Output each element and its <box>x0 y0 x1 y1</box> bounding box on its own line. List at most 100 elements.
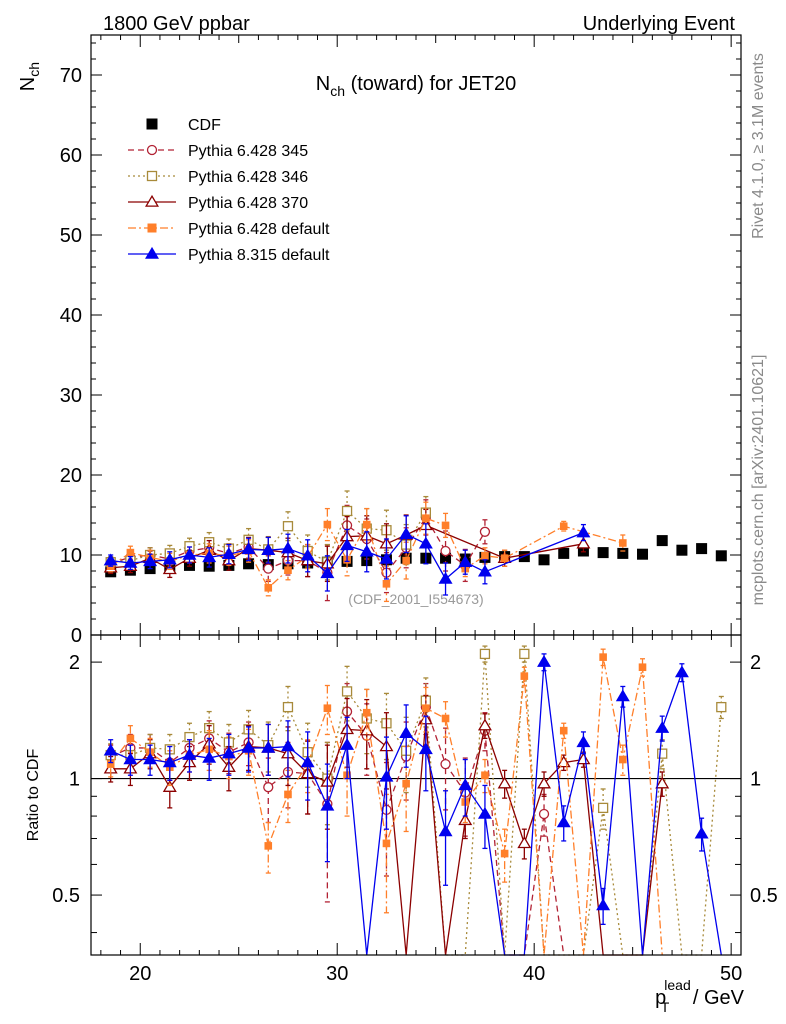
x-axis-label-rest: / GeV <box>687 987 744 1009</box>
ratio-point-py_default <box>441 714 450 723</box>
ratio-point-py346 <box>341 686 353 697</box>
ratio-y-tick-label: 1 <box>69 769 80 791</box>
ratio-point-py8 <box>320 798 335 811</box>
ratio-point-py_default <box>323 704 332 713</box>
legend-marker-py345 <box>146 144 158 156</box>
legend-item-py8: Pythia 8.315 default <box>128 246 330 264</box>
x-axis-label-sub: T <box>661 999 670 1015</box>
ratio-point-py8 <box>694 826 709 839</box>
ratio-y-tick-label-right: 1 <box>750 769 761 791</box>
main-point-py345 <box>440 545 451 557</box>
ratio-point-py_default <box>599 653 607 661</box>
ratio-point-py346 <box>657 748 668 759</box>
legend-marker-py8 <box>145 246 159 259</box>
ratio-line-py346 <box>110 653 722 956</box>
main-point-cdf <box>715 550 727 562</box>
main-point-py_default <box>362 520 371 529</box>
main-point-py_default <box>422 514 430 522</box>
ratio-point-py370 <box>497 776 512 789</box>
legend-item-py_default: Pythia 6.428 default <box>128 221 330 238</box>
ratio-point-py8 <box>418 742 433 755</box>
x-axis-label-main: p <box>655 987 666 1009</box>
ratio-y-tick-label-right: 2 <box>750 652 761 674</box>
ratio-point-py_default <box>481 771 489 780</box>
ratio-series-py8 <box>103 653 722 956</box>
main-point-cdf <box>243 558 255 570</box>
main-point-py8 <box>300 548 315 561</box>
ratio-point-py_default <box>402 779 410 788</box>
main-point-py345 <box>479 526 491 537</box>
ratio-point-py346 <box>597 802 609 814</box>
main-y-tick-label: 0 <box>71 625 82 647</box>
ratio-point-py8 <box>399 726 414 738</box>
ratio-point-py_default <box>106 760 115 768</box>
x-tick-label: 30 <box>326 963 348 985</box>
ratio-point-py8 <box>103 743 118 756</box>
ratio-point-py_default <box>126 734 135 743</box>
main-point-py8 <box>438 571 453 584</box>
ratio-point-py370 <box>517 836 532 849</box>
ratio-panel-axes: 0.5 0.5 1 1 2 2 20 30 40 50 <box>52 635 778 985</box>
main-point-py8 <box>399 527 414 539</box>
main-point-py_default <box>126 548 135 557</box>
main-point-py_default <box>559 522 568 530</box>
ratio-point-py8 <box>202 750 217 763</box>
ratio-point-py8 <box>340 738 355 750</box>
ratio-point-py346 <box>479 648 491 660</box>
main-point-cdf <box>440 552 452 564</box>
ratio-point-py8 <box>379 769 394 782</box>
main-panel-series <box>103 490 727 603</box>
ratio-point-py8 <box>241 740 256 753</box>
ratio-point-py345 <box>263 782 274 793</box>
main-point-py345 <box>263 563 274 574</box>
main-y-tick-label: 20 <box>60 465 82 487</box>
main-point-py_default <box>264 584 273 592</box>
main-point-py8 <box>241 542 256 555</box>
main-series-py345 <box>105 499 491 602</box>
legend-item-cdf: CDF <box>146 117 221 134</box>
legend-marker-py370 <box>145 194 159 207</box>
ratio-point-py8 <box>615 689 630 702</box>
main-point-cdf <box>538 554 550 566</box>
legend-label-py_default: Pythia 6.428 default <box>188 221 330 238</box>
ratio-point-py370 <box>576 752 591 765</box>
main-point-py346 <box>341 505 353 517</box>
main-point-cdf <box>696 543 708 555</box>
main-point-cdf <box>597 547 609 559</box>
main-point-py8 <box>418 536 433 549</box>
main-series-py8 <box>103 515 591 596</box>
ratio-point-py346 <box>716 701 727 713</box>
x-tick-label: 40 <box>523 963 545 985</box>
ratio-y-tick-label: 2 <box>69 652 80 674</box>
main-point-py8 <box>477 564 492 577</box>
header-analysis-label: Underlying Event <box>583 13 736 35</box>
legend-label-cdf: CDF <box>188 117 221 134</box>
ratio-point-py8 <box>162 755 177 768</box>
plot-title-main: N <box>316 73 330 95</box>
main-point-py_default <box>481 552 489 560</box>
ratio-point-py8 <box>182 747 197 760</box>
main-y-tick-label: 10 <box>60 545 82 567</box>
header-energy-label: 1800 GeV ppbar <box>103 13 250 35</box>
ratio-point-py8 <box>280 739 295 752</box>
main-point-cdf <box>656 535 668 547</box>
main-point-py8 <box>103 553 118 566</box>
ratio-y-axis-label: Ratio to CDF <box>25 749 42 842</box>
main-point-py8 <box>182 547 197 560</box>
ratio-line-py8 <box>110 662 722 956</box>
ratio-series-py346 <box>105 645 727 956</box>
ratio-series-py345 <box>105 682 565 956</box>
legend-marker-py346 <box>146 170 158 182</box>
ratio-point-py_default <box>284 790 292 799</box>
x-axis-label: plead T / GeV <box>655 977 745 1015</box>
main-point-py_default <box>619 539 627 547</box>
main-point-py_default <box>402 556 410 565</box>
main-point-py8 <box>280 541 295 554</box>
ratio-point-py370 <box>655 776 670 789</box>
ratio-point-py_default <box>362 708 371 717</box>
main-point-py8 <box>123 555 138 568</box>
main-point-cdf <box>676 544 688 556</box>
ratio-point-py_default <box>638 663 647 672</box>
main-point-py346 <box>282 521 294 532</box>
ratio-point-py_default <box>382 839 391 848</box>
